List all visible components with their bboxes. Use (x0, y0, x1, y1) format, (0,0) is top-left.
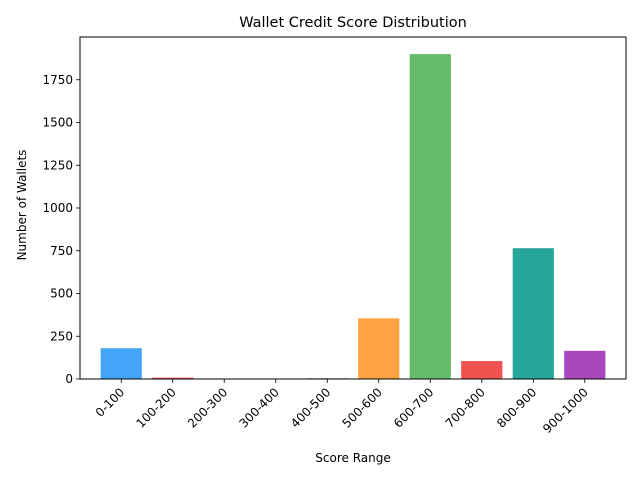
x-axis-ticks: 0-100 100-200 200-300 300-400 400-500 500-600… (93, 379, 591, 436)
x-tick-label: 600-700 (391, 385, 436, 430)
x-tick-label: 700-800 (443, 385, 488, 430)
bar-500-600 (358, 318, 400, 379)
x-tick-label: 100-200 (133, 385, 178, 430)
x-tick-label: 200-300 (185, 385, 230, 430)
bar-900-1000 (564, 350, 606, 379)
y-tick-label: 500 (50, 287, 73, 301)
x-tick-label: 300-400 (237, 385, 282, 430)
bar-100-200 (152, 377, 194, 379)
y-axis-ticks: 0 250 500 750 1000 1250 1500 1750 (42, 73, 80, 386)
x-tick-label: 400-500 (288, 385, 333, 430)
x-tick-label: 900-1000 (540, 385, 591, 436)
x-tick-label: 800-900 (494, 385, 539, 430)
y-tick-label: 750 (50, 244, 73, 258)
y-tick-label: 1750 (42, 73, 73, 87)
y-tick-label: 1500 (42, 116, 73, 130)
chart-title: Wallet Credit Score Distribution (239, 15, 467, 31)
y-tick-label: 0 (65, 372, 73, 386)
bar-700-800 (461, 361, 503, 379)
y-tick-label: 1250 (42, 158, 73, 172)
x-tick-label: 500-600 (340, 385, 385, 430)
bar-0-100 (100, 348, 142, 379)
x-axis-label: Score Range (315, 451, 390, 465)
bar-600-700 (409, 54, 451, 379)
bars-group (100, 54, 606, 379)
plot-frame (79, 36, 627, 380)
bar-800-900 (512, 248, 554, 379)
y-tick-label: 250 (50, 329, 73, 343)
x-tick-label: 0-100 (93, 385, 128, 420)
y-axis-label: Number of Wallets (15, 150, 29, 261)
y-tick-label: 1000 (42, 201, 73, 215)
